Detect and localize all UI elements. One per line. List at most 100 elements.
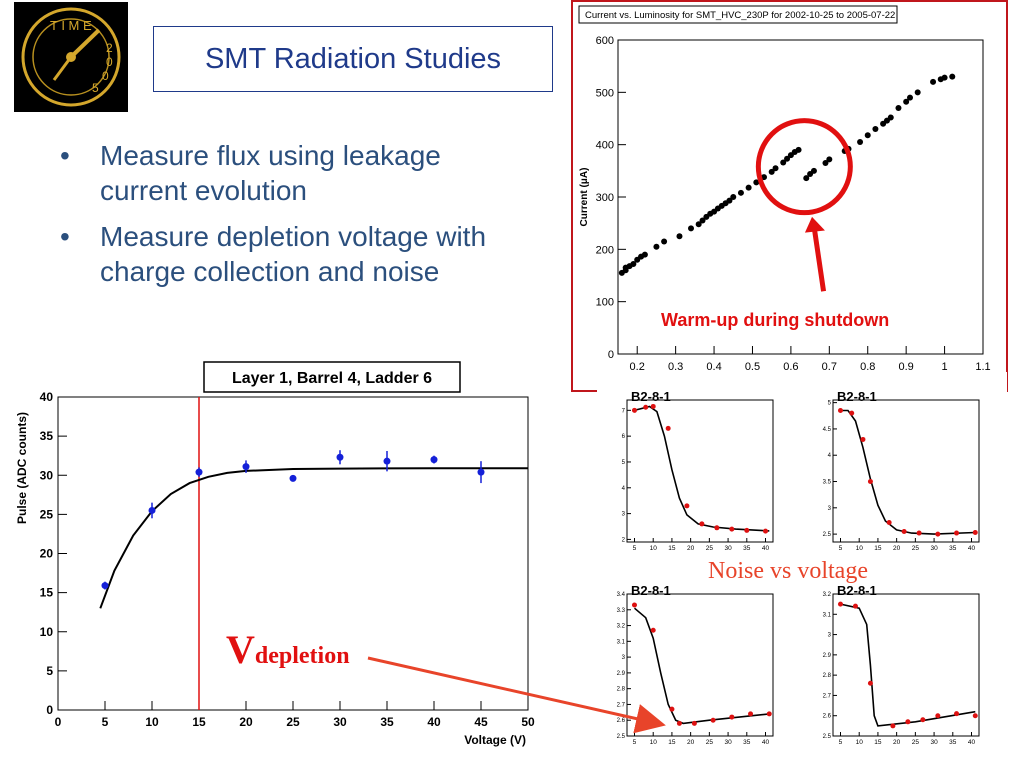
x-tick-label: 30 (333, 715, 347, 729)
y-tick-label: 5 (828, 401, 832, 407)
data-point (930, 78, 937, 85)
y-tick-label: 2.6 (823, 714, 832, 720)
x-tick-label: 40 (427, 715, 441, 729)
y-tick-label: 2.7 (823, 693, 832, 699)
y-tick-label: 35 (40, 429, 54, 443)
y-tick-label: 3.1 (823, 612, 832, 618)
x-axis-label: Voltage (V) (464, 733, 526, 747)
data-point (753, 179, 760, 186)
data-point (772, 165, 779, 172)
x-tick-label: 10 (650, 545, 658, 552)
data-point (901, 528, 907, 534)
data-point (954, 530, 960, 536)
data-point (867, 479, 873, 485)
data-point (653, 243, 660, 250)
fit-curve (633, 607, 770, 725)
highlight-circle (755, 118, 853, 216)
x-tick-label: 25 (706, 739, 714, 746)
data-point (837, 408, 843, 414)
data-point (383, 457, 391, 465)
plot-title-box (578, 5, 898, 24)
x-tick-label: 20 (687, 545, 695, 552)
x-tick-label: 0.4 (706, 361, 721, 373)
data-point (907, 94, 913, 101)
bullet-item: • Measure flux using leakage current evol… (52, 138, 512, 208)
x-tick-label: 20 (687, 739, 695, 746)
x-tick-label: 0.2 (630, 361, 645, 373)
data-point (857, 139, 864, 146)
data-point (887, 114, 894, 121)
x-tick-label: 15 (192, 715, 206, 729)
x-tick-label: 0.8 (860, 361, 875, 373)
x-tick-label: 1 (942, 361, 948, 373)
y-tick-label: 100 (596, 297, 614, 309)
y-tick-label: 10 (40, 625, 54, 639)
data-point (949, 73, 956, 80)
data-point (650, 627, 656, 633)
y-tick-label: 5 (46, 664, 53, 678)
data-point (631, 602, 637, 608)
pulse-vs-voltage-plot: Layer 1, Barrel 4, Ladder 6 0 5 10 15 20 25 30 3… (14, 358, 554, 753)
x-tick-label: 25 (286, 715, 300, 729)
y-tick-label: 3.2 (823, 592, 832, 598)
data-point (688, 225, 694, 232)
x-tick-label: 10 (856, 739, 864, 746)
data-point (745, 184, 752, 191)
v-depletion-main: V (226, 627, 255, 672)
x-tick-label: 35 (743, 545, 751, 552)
bullet-list: • Measure flux using leakage current evol… (52, 138, 512, 300)
x-tick-label: 30 (724, 739, 732, 746)
data-point (826, 156, 833, 163)
data-point (148, 506, 156, 514)
data-point (242, 463, 250, 471)
svg-text:2: 2 (106, 41, 113, 55)
x-tick-label: 25 (912, 739, 920, 746)
noise-vs-voltage-label: Noise vs voltage (708, 558, 868, 584)
pulse-plot-svg: Layer 1, Barrel 4, Ladder 6 0 5 10 15 20 25 30 3… (15, 361, 535, 747)
data-point (744, 527, 750, 533)
x-tick-label: 20 (893, 545, 901, 552)
x-tick-label: 0.9 (899, 361, 914, 373)
y-tick-label: 4 (622, 486, 626, 492)
x-tick-label: 15 (874, 739, 882, 746)
x-tick-label: 10 (856, 545, 864, 552)
x-tick-label: 5 (633, 739, 637, 746)
y-tick-label: 3 (828, 633, 832, 639)
data-point (710, 717, 716, 723)
data-point (661, 238, 668, 245)
data-point (101, 582, 109, 590)
data-point (763, 528, 769, 534)
data-point (289, 474, 297, 482)
bullet-marker: • (60, 221, 70, 252)
x-tick-label: 35 (380, 715, 394, 729)
y-tick-label: 2.8 (617, 687, 626, 693)
y-tick-label: 0 (608, 349, 614, 361)
y-tick-label: 30 (40, 468, 54, 482)
y-tick-label: 4 (828, 453, 832, 459)
y-tick-label: 2.5 (617, 734, 626, 740)
data-point (729, 714, 735, 720)
y-tick-label: 20 (40, 547, 54, 561)
data-point (691, 720, 697, 726)
y-tick-label: 5 (622, 460, 626, 466)
data-point (477, 468, 485, 476)
bullet-text: Measure flux using leakage current evolu… (100, 140, 441, 206)
y-tick-label: 7 (622, 408, 626, 414)
x-tick-label: 45 (474, 715, 488, 729)
data-point (730, 194, 737, 200)
x-tick-label: 35 (743, 739, 751, 746)
x-tick-label: 10 (650, 739, 658, 746)
noise-panel: B2-8-1 5 10 15 20 25 30 35 40 2.5 2.6 2.7 2.8 2.9 3 3.1… (617, 583, 774, 746)
y-tick-label: 500 (596, 87, 614, 99)
panel-title: B2-8-1 (631, 389, 671, 404)
x-tick-label: 0.6 (783, 361, 798, 373)
warmup-arrow-shaft (811, 225, 827, 292)
noise-panels: B2-8-1 5 10 15 20 25 30 35 40 2 3 4 5 6 7 B2-8-1 5 10 15 20… (597, 372, 1007, 768)
plot-title-box (203, 361, 461, 393)
data-point (849, 410, 855, 416)
x-tick-label: 15 (874, 545, 882, 552)
y-tick-label: 2.8 (823, 673, 832, 679)
x-tick-label: 40 (762, 545, 770, 552)
data-point (872, 125, 879, 132)
slide-title: SMT Radiation Studies (153, 26, 553, 92)
